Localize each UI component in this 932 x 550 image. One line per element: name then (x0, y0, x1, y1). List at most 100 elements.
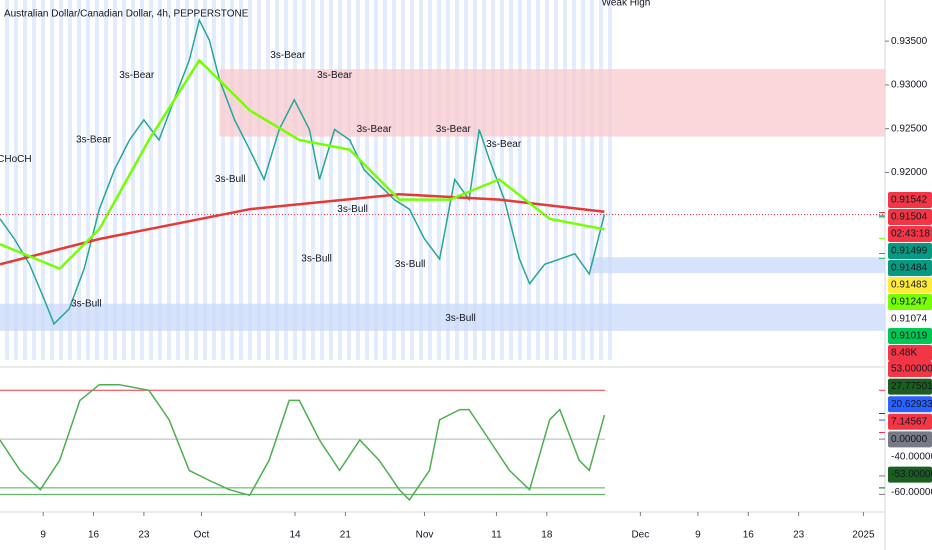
stripe (104, 0, 108, 360)
price-badge (888, 466, 932, 483)
stripe (275, 0, 279, 360)
price-badge (888, 484, 932, 501)
price-badge-label: 27.77501 (891, 381, 932, 392)
price-badge-label: 0.91074 (891, 314, 928, 325)
x-tick-label: Dec (631, 530, 649, 541)
series-line (0, 193, 605, 266)
stripe (509, 0, 513, 360)
stripe (590, 0, 594, 360)
series-line (0, 58, 605, 271)
annotation: 3s-Bear (119, 70, 155, 81)
stripe (455, 0, 459, 360)
stripe (608, 0, 612, 360)
x-tick-label: 16 (743, 530, 755, 541)
price-badge (888, 431, 932, 448)
price-badge (888, 396, 932, 413)
stripe (482, 0, 486, 360)
stripe (131, 0, 135, 360)
zone (590, 257, 885, 274)
stripe (23, 0, 27, 360)
price-badge-label: 0.91019 (891, 331, 928, 342)
series-line (0, 383, 606, 502)
x-tick-label: 23 (793, 530, 805, 541)
stripe (491, 0, 495, 360)
stripe (95, 0, 99, 360)
chart-title: Australian Dollar/Canadian Dollar, 4h, P… (4, 9, 249, 20)
background-stripes (5, 0, 612, 360)
stripe (14, 0, 18, 360)
stripe (5, 0, 9, 360)
price-badge-label: 0.91542 (891, 195, 928, 206)
stripe (122, 0, 126, 360)
stripe (302, 0, 306, 360)
price-badge (888, 209, 932, 225)
price-badge-label: 20.62933 (891, 399, 932, 410)
stripe (32, 0, 36, 360)
annotation: 3s-Bull (337, 204, 368, 215)
price-badge (888, 449, 932, 465)
stripe (428, 0, 432, 360)
y-tick-label: 0.92000 (891, 167, 928, 178)
annotation: 3s-Bull (71, 298, 102, 309)
price-badge-label: 8.48K (891, 348, 917, 359)
zone (219, 69, 885, 137)
stripe (167, 0, 171, 360)
x-tick-label: 11 (491, 530, 502, 541)
annotation: 3s-Bull (215, 174, 246, 185)
y-tick-label: 0.92500 (891, 123, 928, 134)
stripe (257, 0, 261, 360)
price-badge (888, 378, 932, 395)
stripe (356, 0, 360, 360)
annotation: CHoCH (0, 154, 32, 165)
stripe (464, 0, 468, 360)
stripe (149, 0, 153, 360)
stripe (419, 0, 423, 360)
stripe (113, 0, 117, 360)
stripe (518, 0, 522, 360)
x-tick-label: 21 (340, 530, 352, 541)
annotation: 3s-Bull (301, 254, 332, 265)
x-tick-label: 18 (541, 530, 553, 541)
stripe (437, 0, 441, 360)
annotation: 3s-Bear (317, 70, 353, 81)
x-tick-label: 2025 (852, 530, 875, 541)
stripe (347, 0, 351, 360)
price-badge (888, 243, 932, 259)
stripe (311, 0, 315, 360)
stripe (338, 0, 342, 360)
x-tick-label: 16 (88, 530, 100, 541)
stripe (383, 0, 387, 360)
x-tick-label: 14 (289, 530, 301, 541)
stripe (221, 0, 225, 360)
price-badge-label: -40.00000 (891, 452, 932, 463)
price-badge-label: -60.00000 (891, 487, 932, 498)
price-badge (888, 277, 932, 293)
stripe (374, 0, 378, 360)
stripe (401, 0, 405, 360)
stripe (158, 0, 162, 360)
stripe (41, 0, 45, 360)
price-badge (888, 260, 932, 276)
annotation: 3s-Bear (436, 124, 472, 135)
x-tick-label: 9 (40, 530, 46, 541)
x-tick-label: Oct (194, 530, 210, 541)
price-badge (888, 328, 932, 344)
y-tick-label: 0.93000 (891, 80, 928, 91)
stripe (446, 0, 450, 360)
price-badge (888, 294, 932, 310)
stripe (194, 0, 198, 360)
stripe (239, 0, 243, 360)
stripe (329, 0, 333, 360)
stripe (581, 0, 585, 360)
price-badge-label: 02:43:18 (891, 229, 930, 240)
price-badge (888, 361, 932, 377)
stripe (140, 0, 144, 360)
price-badge-label: 7.14567 (891, 416, 928, 427)
stripe (554, 0, 558, 360)
price-badge-label: -53.00000 (891, 469, 932, 480)
stripe (545, 0, 549, 360)
annotation: 3s-Bear (486, 139, 522, 150)
stripe (266, 0, 270, 360)
annotation: 3s-Bear (76, 135, 112, 146)
price-badge (888, 226, 932, 242)
